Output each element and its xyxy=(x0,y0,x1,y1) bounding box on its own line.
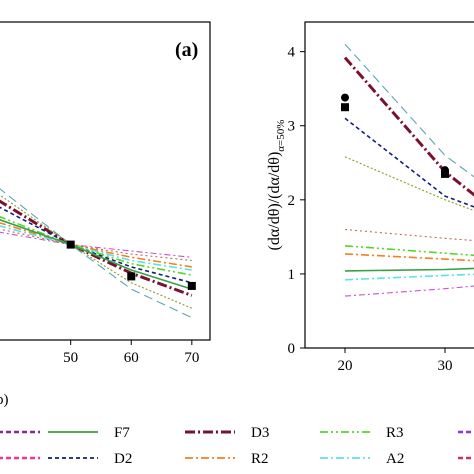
panel-b-series-magenta xyxy=(344,285,474,297)
panel-a-series-group xyxy=(0,188,193,319)
legend-label-d3: D3 xyxy=(251,425,269,441)
panel-b-y-tick-label: 1 xyxy=(288,267,296,283)
panel-a: 50 60 70 (a) xyxy=(0,21,211,366)
panel-a-square-marker xyxy=(127,272,136,281)
legend-label-r2: R2 xyxy=(251,451,269,467)
legend: F7 D3 R3 D2 R2 A2 xyxy=(0,425,474,467)
legend-label-d2: D2 xyxy=(114,451,132,467)
panel-a-label: (a) xyxy=(175,39,198,61)
panel-b-series-teal xyxy=(344,43,474,178)
panel-b-series-a2 xyxy=(344,273,474,281)
legend-label-f7: F7 xyxy=(114,425,130,441)
panel-a-series-d3 xyxy=(0,199,193,297)
panel-a-x-tick-label: 60 xyxy=(124,350,139,366)
panel-b-series-f7 xyxy=(344,267,474,272)
panel-a-series-f7 xyxy=(0,219,193,290)
panel-b-x-tick-label: 30 xyxy=(438,358,453,374)
panel-b-series-r2 xyxy=(344,253,474,262)
panel-b-y-tick-label: 2 xyxy=(288,193,296,209)
panel-a-frame xyxy=(0,21,211,341)
panel-a-series-olive xyxy=(0,194,193,309)
panel-a-series-a2 xyxy=(0,225,192,271)
panel-b-y-axis-label-subscript: α=50% xyxy=(275,120,287,152)
panel-a-series-brown xyxy=(0,228,192,262)
legend-label-r3: R3 xyxy=(386,425,404,441)
panel-b-x-ticks: 20 30 xyxy=(338,348,453,374)
legend-label-a2: A2 xyxy=(386,451,404,467)
panel-b-circle-marker xyxy=(441,166,449,175)
panel-b-circle-marker xyxy=(341,93,349,102)
panel-a-square-marker xyxy=(187,281,196,290)
panel-b-frame xyxy=(304,21,474,349)
panel-b-y-tick-label: 3 xyxy=(288,119,296,135)
panel-b-marker-group xyxy=(341,93,449,178)
panel-a-x-tick-label: 70 xyxy=(184,350,199,366)
panel-b-y-tick-label: 4 xyxy=(288,45,296,61)
panel-a-marker-group xyxy=(66,240,196,290)
panel-b-y-tick-label: 0 xyxy=(288,341,296,357)
panel-a-series-r3 xyxy=(0,215,192,276)
panel-b-series-group xyxy=(343,43,474,297)
panel-a-series-d2 xyxy=(0,206,193,284)
panel-b-series-olive xyxy=(344,156,474,212)
panel-a-series-teal xyxy=(0,188,193,319)
panel-b-series-d2 xyxy=(344,117,474,208)
caption-fragment: b) xyxy=(0,392,9,408)
panel-a-series-r2 xyxy=(0,222,192,268)
panel-b-y-axis-label: (dα/dθ)/(dα/dθ)α=50% xyxy=(266,120,287,251)
panel-a-square-marker xyxy=(66,240,75,249)
panel-a-x-tick-label: 50 xyxy=(63,350,78,366)
panel-a-x-ticks: 50 60 70 xyxy=(63,340,199,366)
panel-b-y-axis-label-main: (dα/dθ)/(dα/dθ) xyxy=(266,152,283,251)
panel-b-series-d3 xyxy=(343,56,474,197)
panel-b-square-marker xyxy=(341,103,349,112)
panel-b-y-ticks: 0 1 2 3 4 xyxy=(288,45,305,357)
panel-b-series-r3 xyxy=(344,245,474,257)
panel-b-x-tick-label: 20 xyxy=(338,358,353,374)
panel-b-series-brown xyxy=(344,228,474,242)
